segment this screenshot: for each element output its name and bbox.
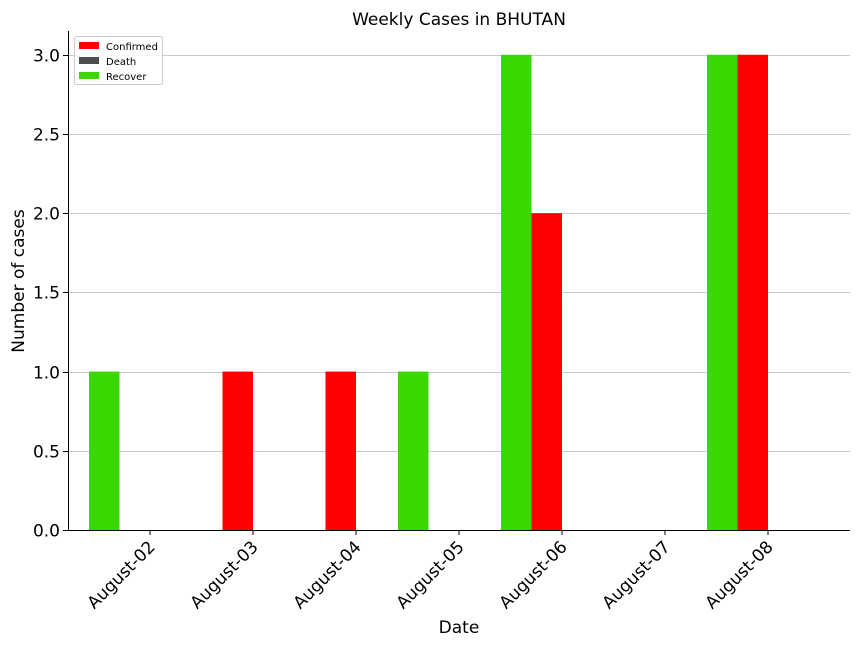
y-tick-label: 0.0 [33,522,60,542]
x-tick-label: August-07 [599,537,675,613]
x-tick-label: August-02 [84,537,160,613]
y-tick-label: 1.5 [33,284,60,304]
bar-confirmed [531,213,562,531]
legend-swatch [79,57,99,64]
x-tick-label: August-05 [393,537,469,613]
bar-confirmed [222,371,253,530]
bar-recover [398,371,429,530]
x-tick-label: August-06 [496,537,572,613]
y-tick-label: 0.5 [33,443,60,463]
x-tick-label: August-04 [290,537,366,613]
bar-recover [707,54,738,530]
legend: Confirmed Death Recover [74,36,163,85]
y-tick-label: 1.0 [33,364,60,384]
x-tick-label: August-03 [187,537,263,613]
legend-swatch [79,42,99,49]
bar-recover [501,54,532,530]
bar-recover [89,371,120,530]
y-tick-label: 2.5 [33,126,60,146]
y-tick-label: 3.0 [33,47,60,67]
y-ticks: 0.0 0.5 1.0 1.5 2.0 2.5 3.0 [33,47,68,542]
bars [89,54,768,531]
x-tick-label: August-08 [702,537,778,613]
y-axis-label: Number of cases [9,209,29,353]
legend-label: Death [106,57,136,68]
bar-confirmed [737,54,768,530]
chart-title: Weekly Cases in BHUTAN [352,10,566,30]
x-axis-label: Date [439,618,480,638]
bar-confirmed [325,371,356,530]
y-tick-label: 2.0 [33,205,60,225]
legend-swatch [79,72,99,79]
legend-label: Confirmed [106,42,158,53]
legend-label: Recover [106,72,147,83]
x-ticks: August-02 August-03 August-04 August-05 Augu… [84,530,778,613]
